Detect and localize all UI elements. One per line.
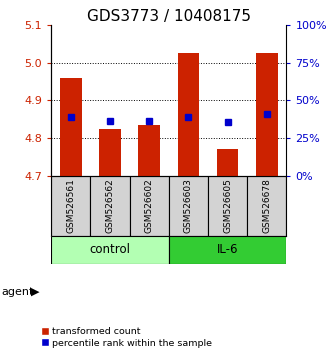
Text: GSM526678: GSM526678: [262, 179, 271, 234]
Bar: [130, 176, 169, 236]
Bar: [208, 176, 247, 236]
Bar: [99, 129, 121, 176]
Text: GSM526603: GSM526603: [184, 179, 193, 234]
Bar: [256, 53, 277, 176]
Text: IL-6: IL-6: [217, 244, 238, 257]
Text: GSM526602: GSM526602: [145, 179, 154, 233]
Text: GSM526561: GSM526561: [67, 179, 75, 234]
Bar: [169, 236, 286, 264]
Bar: [178, 53, 199, 176]
Bar: [247, 176, 286, 236]
Bar: [217, 149, 238, 176]
Bar: [138, 125, 160, 176]
Bar: [51, 176, 90, 236]
Text: ▶: ▶: [31, 287, 40, 297]
Text: GSM526562: GSM526562: [106, 179, 115, 233]
Legend: transformed count, percentile rank within the sample: transformed count, percentile rank withi…: [41, 327, 213, 348]
Bar: [60, 78, 82, 176]
Text: control: control: [90, 244, 130, 257]
Text: agent: agent: [2, 287, 34, 297]
Bar: [90, 176, 130, 236]
Bar: [51, 236, 169, 264]
Title: GDS3773 / 10408175: GDS3773 / 10408175: [87, 8, 251, 24]
Bar: [169, 176, 208, 236]
Text: GSM526605: GSM526605: [223, 179, 232, 234]
